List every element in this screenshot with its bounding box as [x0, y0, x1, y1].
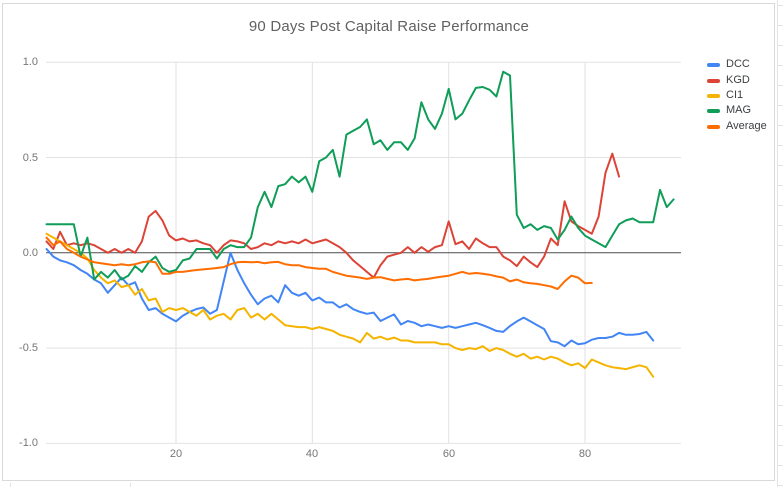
legend-label-dcc: DCC: [726, 58, 750, 70]
sheet-row-line: [778, 465, 783, 466]
sheet-row-line: [778, 285, 783, 286]
x-tick-label-20: 20: [169, 448, 183, 460]
sheet-row-line: [778, 185, 783, 186]
series-line-average: [45, 236, 593, 290]
legend-item-ci1: CI1: [707, 88, 743, 103]
sheet-row-line: [778, 245, 783, 246]
sheet-row-line: [778, 145, 783, 146]
series-line-dcc: [45, 248, 655, 348]
y-tick-label-neg-0-5: -0.5: [19, 342, 38, 354]
sheet-row-line: [778, 205, 783, 206]
legend-swatch-kgd-icon: [707, 78, 720, 83]
y-tick-label-0-5: 0.5: [22, 152, 38, 164]
sheet-row-line: [778, 45, 783, 46]
series-line-kgd: [45, 152, 621, 279]
x-tick-label-60: 60: [442, 448, 456, 460]
legend-item-average: Average: [707, 119, 767, 134]
legend-item-mag: MAG: [707, 103, 751, 118]
legend-item-kgd: KGD: [707, 73, 750, 88]
sheet-row-line: [778, 5, 783, 6]
sheet-row-line: [778, 445, 783, 446]
sheet-row-line: [778, 85, 783, 86]
sheet-row-line: [778, 165, 783, 166]
sheet-column-stub: [10, 483, 11, 487]
y-tick-label-1-0: 1.0: [22, 56, 38, 68]
series-line-ci1: [45, 232, 655, 378]
chart-widget[interactable]: [2, 3, 775, 481]
legend-label-ci1: CI1: [726, 89, 744, 101]
legend-swatch-average-icon: [707, 124, 720, 129]
x-tick-label-80: 80: [578, 448, 592, 460]
legend-swatch-dcc-icon: [707, 62, 720, 67]
y-tick-label-0-0: 0.0: [22, 247, 38, 259]
sheet-row-line: [778, 225, 783, 226]
legend-swatch-mag-icon: [707, 108, 720, 113]
legend-label-mag: MAG: [726, 104, 752, 116]
legend-label-average: Average: [726, 120, 767, 132]
x-tick-label-40: 40: [305, 448, 319, 460]
sheet-row-line: [778, 405, 783, 406]
sheet-row-line: [778, 425, 783, 426]
spreadsheet-column-edge: [777, 0, 778, 487]
y-tick-label-neg-1-0: -1.0: [19, 437, 38, 449]
sheet-row-line: [778, 65, 783, 66]
sheet-row-line: [778, 265, 783, 266]
sheet-row-line: [778, 25, 783, 26]
sheet-row-line: [778, 385, 783, 386]
sheet-row-line: [778, 105, 783, 106]
sheet-row-line: [778, 485, 783, 486]
legend-label-kgd: KGD: [726, 74, 750, 86]
sheet-row-line: [778, 325, 783, 326]
sheet-column-stub: [130, 483, 131, 487]
sheet-row-line: [778, 125, 783, 126]
chart-title: 90 Days Post Capital Raise Performance: [248, 18, 530, 35]
series-line-mag: [45, 70, 675, 281]
legend-swatch-ci1-icon: [707, 93, 720, 98]
legend-item-dcc: DCC: [707, 57, 750, 72]
sheet-row-line: [778, 365, 783, 366]
sheet-row-line: [778, 345, 783, 346]
sheet-row-line: [778, 305, 783, 306]
